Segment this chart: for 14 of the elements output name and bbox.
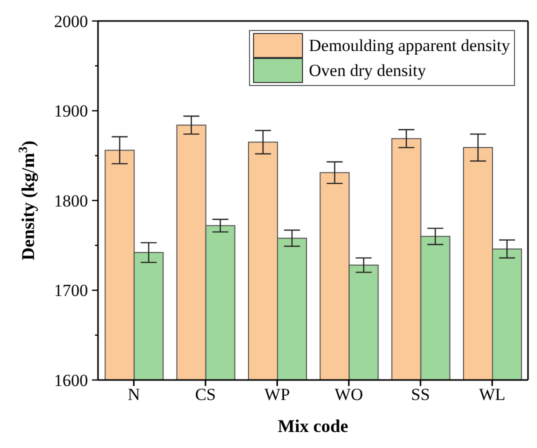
x-tick-label: SS [411, 385, 430, 404]
x-tick-label: WO [334, 385, 363, 404]
y-tick-label: 1900 [54, 102, 88, 121]
x-tick-label: WP [264, 385, 290, 404]
x-tick-label: CS [195, 385, 216, 404]
y-tick-label: 1600 [54, 370, 88, 390]
legend-label: Demoulding apparent density [308, 36, 510, 56]
x-axis-title: Mix code [278, 416, 348, 436]
legend-label: Oven dry density [308, 60, 426, 80]
x-tick-label: WL [478, 385, 506, 404]
y-tick-label: 1700 [54, 281, 88, 300]
y-tick-label: 1800 [54, 191, 88, 210]
y-tick-label: 2000 [54, 12, 88, 31]
x-tick-label: N [128, 385, 140, 404]
